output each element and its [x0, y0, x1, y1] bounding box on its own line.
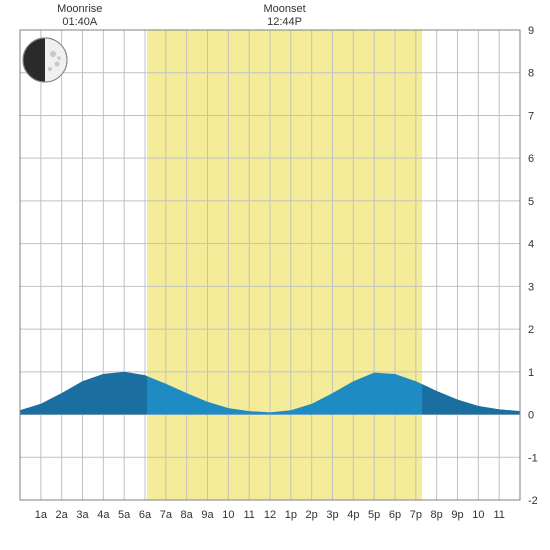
- y-tick-label: -2: [528, 495, 538, 507]
- tide-chart: -2-101234567891a2a3a4a5a6a7a8a9a1011121p…: [0, 0, 550, 550]
- y-tick-label: 9: [528, 25, 534, 37]
- y-tick-label: 1: [528, 367, 534, 379]
- moonrise-time: 01:40A: [62, 16, 98, 28]
- x-tick-label: 6p: [389, 509, 401, 521]
- x-tick-label: 11: [493, 509, 504, 521]
- tide-chart-container: { "chart": { "type": "area", "width": 55…: [0, 0, 550, 550]
- x-tick-label: 1p: [285, 509, 297, 521]
- x-tick-label: 3p: [326, 509, 338, 521]
- x-tick-label: 9a: [201, 509, 214, 521]
- x-tick-label: 10: [472, 509, 484, 521]
- moon-phase-icon: [23, 38, 67, 82]
- x-tick-label: 8p: [431, 509, 443, 521]
- y-tick-label: 2: [528, 324, 534, 336]
- x-tick-label: 10: [222, 509, 234, 521]
- x-tick-label: 3a: [76, 509, 89, 521]
- x-tick-label: 2a: [56, 509, 69, 521]
- x-tick-label: 7a: [160, 509, 173, 521]
- x-tick-label: 5a: [118, 509, 131, 521]
- x-tick-label: 6a: [139, 509, 152, 521]
- moonset-label: Moonset: [263, 3, 305, 15]
- y-tick-label: 7: [528, 110, 534, 122]
- x-tick-label: 7p: [410, 509, 422, 521]
- y-tick-label: 6: [528, 153, 534, 165]
- y-tick-label: 8: [528, 68, 534, 80]
- daylight-band: [147, 30, 422, 500]
- y-tick-label: 4: [528, 239, 534, 251]
- y-tick-label: 5: [528, 196, 534, 208]
- y-tick-label: 0: [528, 410, 534, 422]
- moonset-time: 12:44P: [267, 16, 302, 28]
- x-tick-label: 8a: [181, 509, 194, 521]
- x-tick-label: 11: [243, 509, 254, 521]
- x-tick-label: 9p: [451, 509, 463, 521]
- y-tick-label: -1: [528, 452, 538, 464]
- moonrise-label: Moonrise: [57, 3, 102, 15]
- x-tick-label: 4p: [347, 509, 359, 521]
- x-tick-label: 4a: [97, 509, 110, 521]
- x-tick-label: 5p: [368, 509, 380, 521]
- y-tick-label: 3: [528, 281, 534, 293]
- x-tick-label: 1a: [35, 509, 48, 521]
- x-tick-label: 2p: [306, 509, 318, 521]
- x-tick-label: 12: [264, 509, 276, 521]
